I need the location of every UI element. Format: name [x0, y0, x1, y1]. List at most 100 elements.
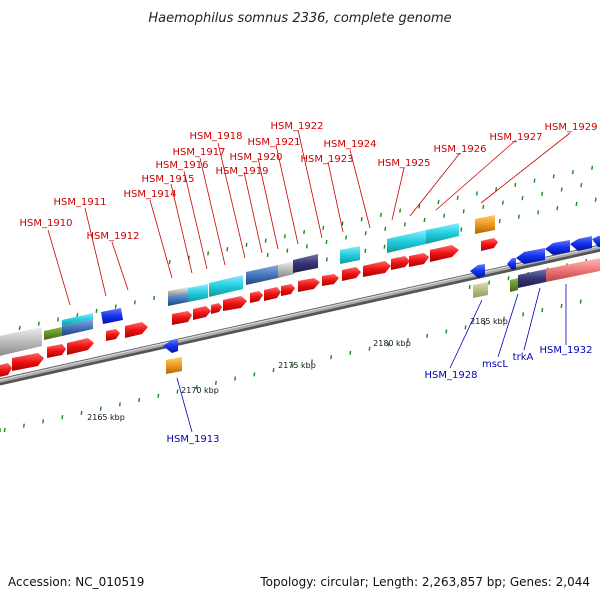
gene-arrow	[47, 344, 66, 358]
scale-tick	[61, 415, 64, 420]
gene-arrow	[67, 338, 94, 355]
top-gene-labels: HSM_1910 HSM_1911 HSM_1912 HSM_1914 HSM_…	[20, 121, 598, 242]
scale-tick	[468, 284, 471, 290]
scale-tick	[443, 213, 446, 218]
scale-tick	[537, 210, 540, 215]
scale-tick	[138, 397, 141, 403]
scale-tick	[522, 312, 525, 317]
gene-label: HSM_1924	[324, 139, 377, 150]
scale-tick	[133, 300, 136, 305]
scale-tick	[345, 235, 348, 240]
scale-tick	[325, 257, 328, 262]
scale-tick	[364, 231, 367, 236]
gene-box	[510, 278, 518, 292]
gene-label: HSM_1916	[156, 160, 209, 171]
scale-tick	[153, 295, 156, 301]
scale-tick	[176, 389, 179, 394]
scale-tick	[502, 316, 505, 321]
gene-arrow	[250, 291, 263, 303]
gene-arrow	[322, 274, 339, 286]
gene-label: trkA	[513, 352, 534, 363]
gene-arrow	[106, 329, 120, 341]
scale-tick	[384, 226, 387, 231]
gene-arrow	[363, 261, 391, 277]
gene-arrow	[193, 306, 211, 320]
gene-box	[246, 265, 278, 285]
gene-arrow	[172, 311, 192, 325]
scale-tick	[291, 363, 294, 368]
bottom-gene-labels: HSM_1913 HSM_1928 mscL trkA HSM_1932	[167, 345, 593, 445]
genome-stats-text: Topology: circular; Length: 2,263,857 bp…	[259, 575, 590, 589]
gene-box	[166, 357, 182, 374]
accession-text: Accession: NC_010519	[8, 575, 144, 589]
gene-label: HSM_1927	[490, 132, 543, 143]
scale-tick	[283, 234, 286, 239]
scale-tick	[330, 355, 333, 360]
scale-tick	[498, 218, 501, 224]
scale-tick	[571, 169, 574, 175]
scale-tick	[322, 225, 325, 230]
scale-tick	[552, 174, 555, 179]
scale-tick	[579, 299, 582, 304]
gene-arrow	[125, 322, 148, 338]
gene-label: HSM_1920	[230, 152, 283, 163]
top-leader-lines	[47, 129, 571, 306]
gene-box	[168, 287, 188, 296]
gene-arrow	[0, 363, 12, 377]
scale-tick	[591, 165, 594, 170]
scale-tick	[3, 427, 6, 433]
gene-box	[473, 282, 488, 298]
kbp-label: 2185 kbp	[470, 317, 508, 326]
scale-tick	[418, 204, 421, 209]
gene-arrow	[342, 267, 361, 281]
gene-label: HSM_1912	[87, 231, 140, 242]
gene-arrow	[281, 284, 295, 296]
scale-tick	[460, 227, 463, 232]
scale-tick	[234, 376, 237, 381]
gene-arrow	[12, 353, 44, 371]
scale-tick	[349, 350, 352, 356]
scale-tick	[379, 212, 382, 218]
gene-box	[518, 269, 546, 288]
scale-tick	[286, 248, 289, 253]
scale-tick	[437, 199, 440, 205]
scale-tick	[445, 329, 448, 334]
scale-tick	[325, 239, 328, 245]
scale-tick	[368, 346, 371, 351]
gene-label: HSM_1923	[301, 154, 354, 165]
scale-tick	[462, 209, 465, 214]
scale-tick	[18, 325, 21, 331]
scale-tick	[403, 222, 406, 227]
scale-tick	[37, 321, 40, 326]
scale-tick	[488, 280, 491, 285]
gene-label: HSM_1917	[173, 147, 226, 158]
scale-tick	[482, 204, 485, 210]
gene-label: HSM_1932	[540, 345, 593, 356]
scale-tick	[580, 182, 583, 188]
scale-labels: 2165 kbp 2170 kbp 2175 kbp 2180 kbp 2185…	[87, 317, 508, 422]
scale-tick	[226, 247, 229, 252]
scale-tick	[264, 238, 267, 243]
gene-arrow	[481, 238, 498, 251]
scale-tick	[303, 229, 306, 235]
scale-tick	[387, 342, 390, 347]
gene-box	[209, 275, 243, 297]
gene-label: HSM_1918	[190, 131, 243, 142]
scale-tick	[305, 244, 308, 249]
scale-tick	[99, 406, 102, 411]
gene-label: HSM_1926	[434, 144, 487, 155]
scale-tick	[364, 248, 367, 254]
scale-tick	[456, 195, 459, 200]
scale-tick	[360, 217, 363, 222]
gene-box	[278, 261, 294, 278]
scale-tick	[310, 359, 313, 364]
gene-arrow	[516, 248, 545, 264]
scale-tick	[517, 214, 520, 219]
scale-tick	[483, 320, 486, 326]
gene-arrow	[545, 240, 570, 255]
gene-label: HSM_1928	[425, 370, 478, 381]
scale-tick	[195, 385, 198, 390]
scale-tick	[245, 242, 248, 248]
scale-tick	[423, 217, 426, 223]
